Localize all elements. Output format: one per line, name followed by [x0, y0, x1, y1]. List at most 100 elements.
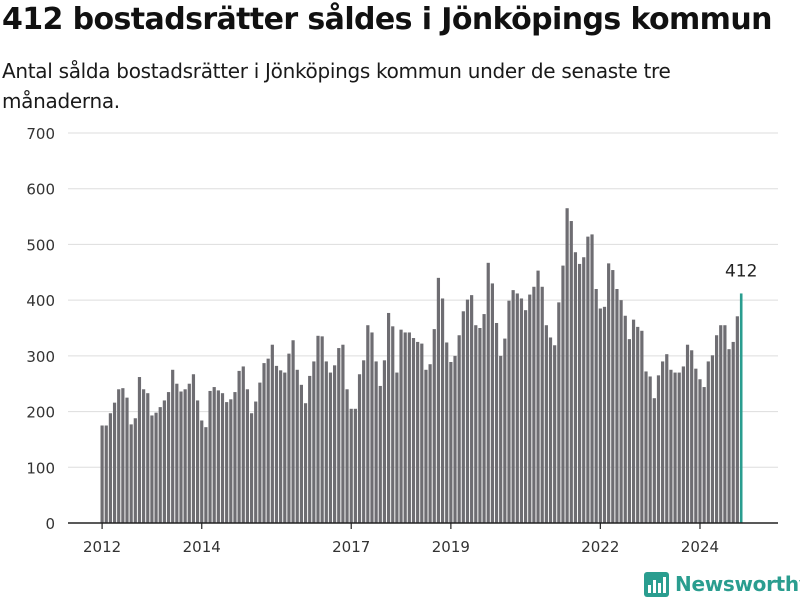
bar [681, 366, 685, 523]
bar [195, 400, 200, 523]
bar [187, 383, 191, 523]
bar [661, 361, 665, 523]
bar [171, 369, 175, 523]
bar [308, 375, 312, 523]
bar [378, 385, 382, 523]
bar [573, 252, 578, 523]
bar [233, 392, 237, 523]
bar [432, 329, 436, 523]
bar [544, 325, 548, 523]
bar [436, 277, 441, 523]
bar [515, 293, 519, 523]
bar [416, 341, 420, 523]
bar [299, 384, 303, 523]
bar [324, 361, 328, 523]
bar [644, 371, 648, 523]
bar [731, 341, 735, 523]
bar [191, 374, 196, 523]
bar [129, 424, 133, 523]
bar [362, 360, 366, 523]
bar [569, 221, 573, 523]
bar [656, 375, 661, 523]
bar [279, 370, 283, 523]
bar [382, 360, 387, 523]
bar [503, 338, 507, 523]
bar [735, 316, 739, 523]
bar [303, 403, 308, 523]
bar [494, 322, 499, 523]
bar [461, 311, 465, 523]
y-tick-label: 300 [26, 348, 55, 366]
bar [208, 390, 212, 523]
y-tick-label: 200 [26, 404, 55, 422]
bar [175, 383, 179, 523]
bar [137, 377, 142, 523]
bar [166, 392, 171, 523]
bar [216, 390, 220, 523]
bar [316, 335, 320, 523]
bar [117, 389, 121, 523]
bar [249, 413, 254, 523]
bar [511, 290, 515, 523]
bar [594, 289, 598, 523]
x-tick-label: 2022 [581, 538, 619, 556]
bar [465, 299, 470, 523]
bar [440, 298, 445, 523]
bar [706, 361, 710, 523]
bar [162, 400, 166, 523]
bar [320, 336, 324, 523]
bar [474, 325, 478, 523]
bar [154, 412, 158, 523]
y-tick-label: 100 [26, 459, 55, 477]
bar [104, 425, 108, 523]
bar [478, 328, 482, 523]
bar [690, 350, 694, 523]
bar [125, 397, 129, 523]
bar [100, 425, 104, 523]
bar [723, 325, 727, 523]
bar [627, 339, 632, 523]
bar [254, 401, 258, 523]
chart-subtitle: Antal sålda bostadsrätter i Jönköpings k… [2, 59, 671, 113]
bar [602, 306, 607, 523]
bar [262, 363, 266, 523]
bar [341, 344, 345, 523]
brand-name: Newsworthy [675, 572, 800, 596]
bar [424, 369, 428, 523]
bar [470, 295, 474, 523]
bar [565, 208, 569, 523]
bar [615, 289, 619, 523]
bar [366, 325, 370, 523]
bar [677, 372, 681, 523]
bar [108, 413, 113, 523]
y-tick-label: 500 [26, 236, 55, 254]
bar [333, 365, 337, 523]
bar [507, 300, 511, 523]
bar [287, 353, 291, 523]
brand-logo: Newsworthy [644, 569, 800, 599]
x-tick-label: 2012 [83, 538, 121, 556]
bar [349, 408, 353, 523]
x-tick-label: 2017 [332, 538, 370, 556]
x-tick-label: 2014 [183, 538, 221, 556]
bar [241, 366, 245, 523]
bar [220, 393, 225, 523]
bar [557, 302, 561, 523]
bar [328, 372, 333, 523]
bar [312, 361, 316, 523]
bar [200, 420, 204, 523]
bar [204, 427, 208, 523]
y-tick-label: 700 [26, 125, 55, 143]
x-tick-label: 2019 [432, 538, 470, 556]
bar [710, 355, 715, 523]
bar [577, 263, 582, 523]
bar [449, 361, 453, 523]
bar [258, 382, 262, 523]
bar [274, 365, 279, 523]
chart-title: 412 bostadsrätter såldes i Jönköpings ko… [2, 2, 772, 37]
y-tick-label: 600 [26, 181, 55, 199]
bar [403, 332, 407, 523]
bar [158, 407, 162, 523]
bar [337, 348, 341, 523]
bar [727, 349, 731, 523]
